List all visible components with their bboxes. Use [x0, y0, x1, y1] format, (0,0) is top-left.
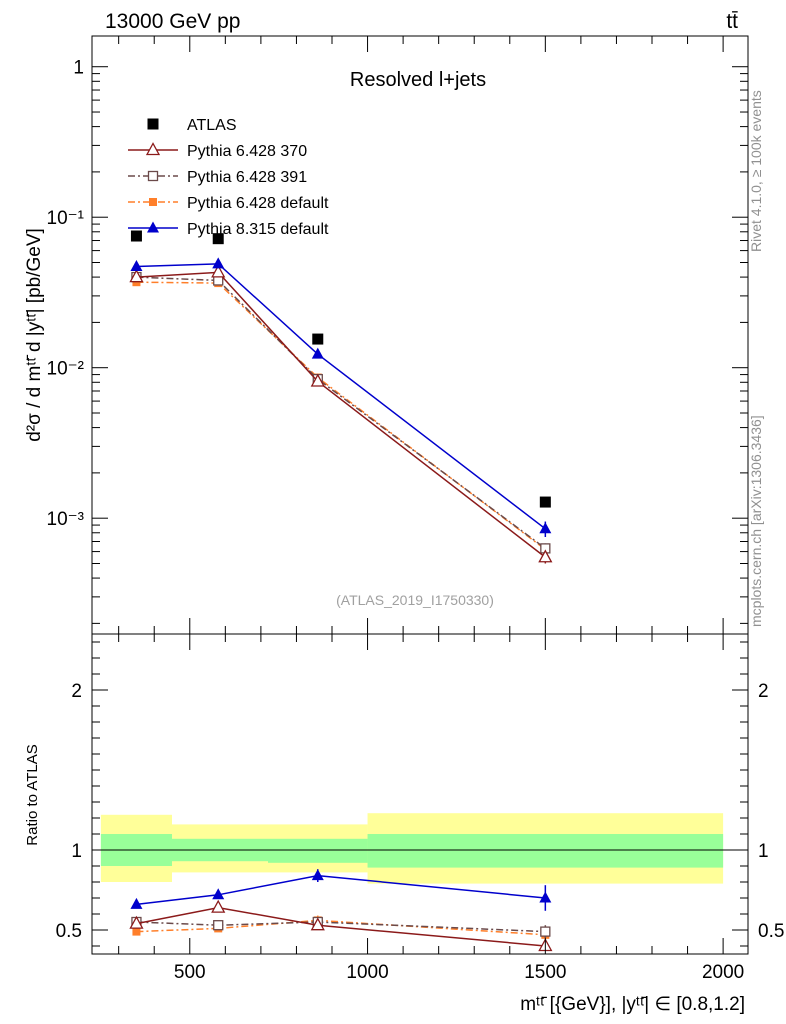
legend-marker-p370: [147, 144, 159, 155]
main-panel: 10⁻³ 10⁻² 10⁻¹ 1 Resolved l+jets (ATLAS_201…: [24, 36, 748, 634]
x-tick-label: 1000: [346, 962, 388, 983]
x-axis-label: mᵗᵗ̄ [{GeV}], |yᵗᵗ̄| ∈ [0.8,1.2]: [520, 994, 745, 1015]
x-tick-label: 1500: [524, 962, 566, 983]
main-point-atlas: [312, 334, 323, 345]
legend-label-p370: Pythia 6.428 370: [187, 143, 307, 160]
legend-label-p8def: Pythia 8.315 default: [187, 221, 329, 238]
main-line-p370: [136, 272, 545, 557]
legend-label-p6def: Pythia 6.428 default: [187, 195, 329, 212]
legend: ATLAS Pythia 6.428 370 Pythia 6.428 391 Pyt…: [128, 117, 329, 238]
main-point-p8def: [312, 348, 324, 359]
chart-canvas: 13000 GeV pp tt̄ 10⁻³ 10⁻² 10⁻¹ 1 Resolved …: [0, 0, 786, 1024]
ratio-y-tick-label-left: 2: [71, 681, 82, 702]
ratio-y-tick-label-left: 0.5: [56, 921, 82, 942]
legend-marker-p6def: [149, 198, 157, 206]
ratio-y-tick-label-left: 1: [71, 841, 82, 862]
ratio-line-p370: [136, 908, 545, 946]
main-point-p8def: [212, 257, 224, 268]
ratio-panel: 500 1000 1500 2000 0.5 0.5 1 1 2 2 Ratio to ATLAS…: [24, 634, 784, 1015]
legend-label-atlas: ATLAS: [187, 117, 237, 134]
x-tick-label: 500: [174, 962, 206, 983]
ratio-band-inner: [268, 839, 368, 863]
ratio-y-tick-label-right: 2: [758, 681, 769, 702]
main-line-p391: [136, 277, 545, 548]
x-tick-label: 2000: [702, 962, 744, 983]
main-y-tick-label: 1: [73, 58, 84, 79]
main-y-axis-label: d²σ / d mᵗᵗ̄ d |yᵗᵗ̄| [pb/GeV]: [24, 228, 45, 442]
rivet-version-label: Rivet 4.1.0, ≥ 100k events: [748, 90, 764, 252]
legend-marker-p8def: [147, 222, 159, 233]
main-point-atlas: [131, 231, 142, 242]
legend-label-p391: Pythia 6.428 391: [187, 169, 307, 186]
legend-marker-atlas: [148, 119, 159, 130]
main-point-p8def: [130, 260, 142, 271]
main-point-p8def: [539, 522, 551, 533]
mcplots-credit-label: mcplots.cern.ch [arXiv:1306.3436]: [748, 415, 764, 627]
main-plot-title: Resolved l+jets: [350, 69, 486, 91]
ratio-plot-frame: [92, 634, 748, 954]
ratio-point-p391: [214, 921, 223, 930]
ratio-band-inner: [368, 834, 724, 868]
ratio-point-p391: [541, 927, 550, 936]
ratio-point-p6def: [132, 928, 140, 936]
main-y-tick-label: 10⁻¹: [47, 208, 85, 229]
ratio-y-tick-label-right: 1: [758, 841, 769, 862]
analysis-watermark: (ATLAS_2019_I1750330): [336, 592, 494, 608]
ratio-point-p370: [212, 901, 224, 912]
main-y-tick-label: 10⁻²: [47, 359, 85, 380]
main-point-atlas: [540, 497, 551, 508]
ratio-y-axis-label: Ratio to ATLAS: [24, 744, 41, 845]
ratio-y-tick-label-right: 0.5: [758, 921, 784, 942]
legend-marker-p391: [149, 172, 158, 181]
header-process-label: tt̄: [726, 10, 738, 33]
header-energy-label: 13000 GeV pp: [105, 10, 240, 33]
main-y-tick-label: 10⁻³: [47, 509, 85, 530]
